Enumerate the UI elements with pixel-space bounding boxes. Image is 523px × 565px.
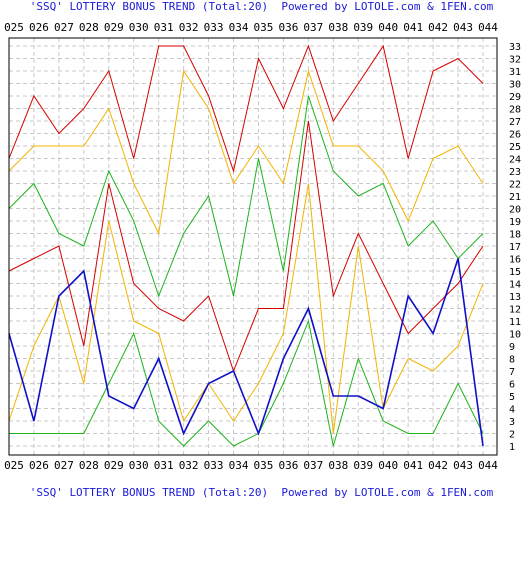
y-tick-label: 25 xyxy=(509,142,521,153)
x-tick-label-top: 041 xyxy=(403,21,423,34)
x-tick-label-top: 038 xyxy=(328,21,348,34)
y-tick-label: 24 xyxy=(509,155,521,166)
y-tick-label: 29 xyxy=(509,92,521,103)
x-tick-label-bottom: 038 xyxy=(328,459,348,472)
y-tick-label: 28 xyxy=(509,105,521,116)
y-tick-label: 26 xyxy=(509,130,521,141)
x-tick-label-bottom: 039 xyxy=(353,459,373,472)
series-line-6 xyxy=(9,319,484,447)
x-tick-label-top: 027 xyxy=(54,21,74,34)
x-tick-label-bottom: 043 xyxy=(453,459,473,472)
y-tick-label: 15 xyxy=(509,267,521,278)
x-tick-label-top: 025 xyxy=(4,21,24,34)
y-tick-label: 19 xyxy=(509,217,521,228)
x-tick-label-bottom: 037 xyxy=(303,459,323,472)
y-tick-label: 7 xyxy=(509,367,515,378)
y-tick-label: 9 xyxy=(509,342,515,353)
series-line-1 xyxy=(8,44,484,173)
y-tick-label: 10 xyxy=(509,330,521,341)
footer-title: 'SSQ' LOTTERY BONUS TREND (Total:20) xyxy=(29,486,269,499)
y-tick-label: 23 xyxy=(509,167,521,178)
y-tick-label: 17 xyxy=(509,242,521,253)
chart-footer: 'SSQ' LOTTERY BONUS TREND (Total:20) Pow… xyxy=(0,486,523,499)
y-tick-label: 18 xyxy=(509,230,521,241)
series-line-7 xyxy=(8,258,484,447)
y-tick-label: 13 xyxy=(509,292,521,303)
y-tick-label: 20 xyxy=(509,205,521,216)
series-line-2 xyxy=(8,69,484,236)
x-tick-label-top: 044 xyxy=(478,21,498,34)
x-tick-label-bottom: 034 xyxy=(229,459,249,472)
x-tick-label-bottom: 027 xyxy=(54,459,74,472)
x-tick-label-top: 036 xyxy=(278,21,298,34)
y-tick-label: 5 xyxy=(509,392,515,403)
x-tick-label-bottom: 026 xyxy=(29,459,49,472)
x-tick-label-bottom: 042 xyxy=(428,459,448,472)
y-tick-label: 30 xyxy=(509,80,521,91)
x-tick-label-bottom: 031 xyxy=(154,459,174,472)
x-tick-label-top: 031 xyxy=(154,21,174,34)
x-tick-label-bottom: 044 xyxy=(478,459,498,472)
x-tick-label-top: 030 xyxy=(129,21,149,34)
x-tick-label-top: 029 xyxy=(104,21,124,34)
x-tick-label-bottom: 040 xyxy=(378,459,398,472)
y-tick-label: 2 xyxy=(509,430,515,441)
x-tick-label-top: 033 xyxy=(204,21,224,34)
x-tick-label-top: 026 xyxy=(29,21,49,34)
y-tick-label: 4 xyxy=(509,405,515,416)
plot-frame xyxy=(8,37,498,456)
x-tick-label-bottom: 030 xyxy=(129,459,149,472)
x-tick-label-bottom: 025 xyxy=(4,459,24,472)
y-tick-label: 21 xyxy=(509,192,521,203)
chart-title: 'SSQ' LOTTERY BONUS TREND (Total:20) xyxy=(29,0,269,13)
x-tick-label-top: 040 xyxy=(378,21,398,34)
x-tick-label-top: 042 xyxy=(428,21,448,34)
y-tick-label: 14 xyxy=(509,280,521,291)
y-tick-label: 31 xyxy=(509,67,521,78)
x-tick-label-bottom: 033 xyxy=(204,459,224,472)
footer-powered-by-text: Powered by LOTOLE.com & 1FEN.com xyxy=(281,486,494,499)
y-tick-label: 32 xyxy=(509,55,521,66)
tick-labels: 025 025 026 026 027 027 028 028 029 029 030 030 031 0… xyxy=(4,21,521,472)
powered-by-text: Powered by LOTOLE.com & 1FEN.com xyxy=(281,0,494,13)
y-tick-label: 1 xyxy=(509,442,515,453)
y-tick-label: 33 xyxy=(509,42,521,53)
x-tick-label-top: 032 xyxy=(179,21,199,34)
y-tick-label: 12 xyxy=(509,305,521,316)
x-tick-label-bottom: 028 xyxy=(79,459,99,472)
y-tick-label: 27 xyxy=(509,117,521,128)
y-tick-label: 3 xyxy=(509,417,515,428)
x-tick-label-top: 039 xyxy=(353,21,373,34)
y-tick-label: 22 xyxy=(509,180,521,191)
x-tick-label-bottom: 036 xyxy=(278,459,298,472)
chart-header: 'SSQ' LOTTERY BONUS TREND (Total:20) Pow… xyxy=(0,0,523,13)
y-tick-label: 8 xyxy=(509,355,515,366)
series-line-4 xyxy=(8,120,484,373)
series-line-3 xyxy=(8,95,484,298)
grid xyxy=(8,38,497,455)
y-tick-label: 6 xyxy=(509,380,515,391)
x-tick-label-top: 028 xyxy=(79,21,99,34)
y-tick-label: 11 xyxy=(509,317,521,328)
x-tick-label-bottom: 029 xyxy=(104,459,124,472)
x-tick-label-top: 034 xyxy=(229,21,249,34)
x-tick-label-bottom: 035 xyxy=(254,459,274,472)
y-tick-label: 16 xyxy=(509,255,521,266)
x-tick-label-top: 035 xyxy=(254,21,274,34)
x-tick-label-top: 043 xyxy=(453,21,473,34)
x-tick-label-bottom: 032 xyxy=(179,459,199,472)
x-tick-label-top: 037 xyxy=(303,21,323,34)
x-tick-label-bottom: 041 xyxy=(403,459,423,472)
series-lines xyxy=(8,44,484,447)
